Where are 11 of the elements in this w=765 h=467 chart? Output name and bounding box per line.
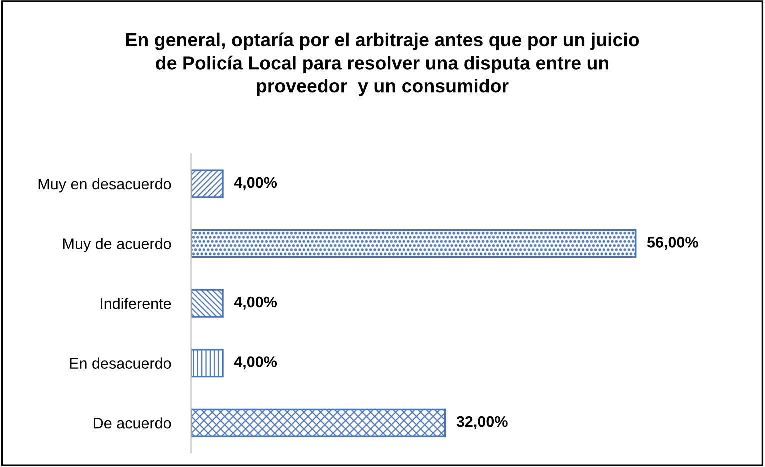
chart-title: En general, optaría por el arbitraje antes que por un juicio de Policía Local para resolver una disputa entre un proveedor y un consumidor xyxy=(126,32,640,96)
data-label: 56,00% xyxy=(647,237,698,250)
y-tick-label: De acuerdo xyxy=(94,418,172,429)
y-tick-label: En desacuerdo xyxy=(70,358,172,370)
data-label: 4,00% xyxy=(234,356,278,370)
y-tick-label: Indiferente xyxy=(101,298,172,310)
data-label: 4,00% xyxy=(234,177,278,190)
data-label: 32,00% xyxy=(456,416,508,430)
data-label: 4,00% xyxy=(234,296,278,310)
y-tick-label: Muy en desacuerdo xyxy=(38,178,172,193)
y-tick-label: Muy de acuerdo xyxy=(64,238,172,252)
